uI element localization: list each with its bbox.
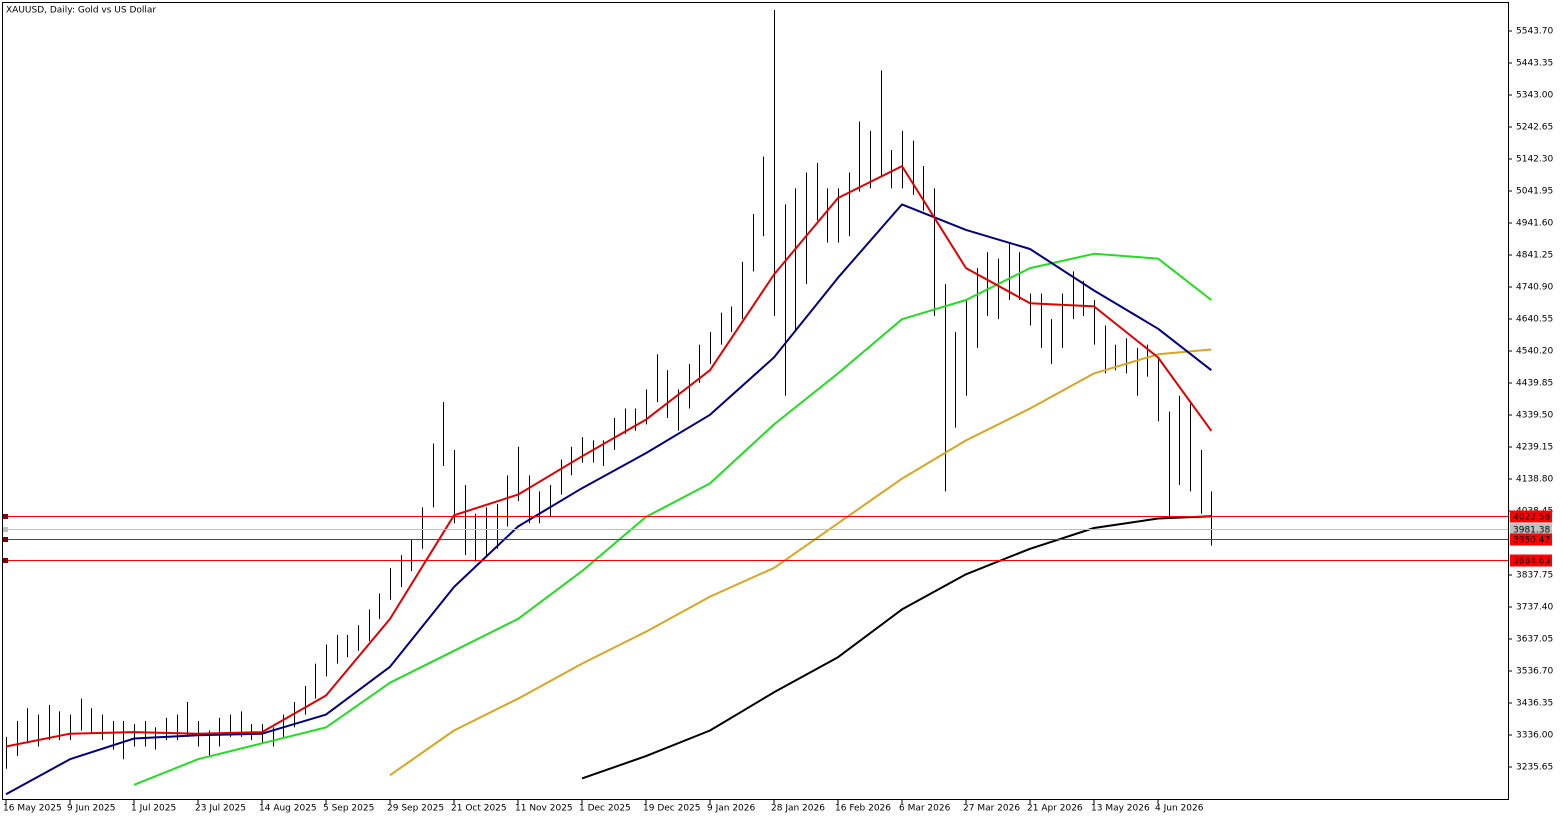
x-tick-label: 11 Nov 2025	[515, 804, 573, 814]
x-tick-label: 5 Sep 2025	[323, 804, 374, 814]
x-tick-label: 19 Dec 2025	[643, 804, 701, 814]
y-tick-label: 5242.65	[1516, 122, 1553, 132]
x-tick-label: 13 May 2026	[1091, 804, 1150, 814]
level-label: 3981.38	[1513, 526, 1550, 536]
x-tick-label: 23 Jul 2025	[195, 804, 246, 814]
x-tick-label: 28 Jan 2026	[771, 804, 825, 814]
y-tick-label: 5343.00	[1516, 90, 1553, 100]
level-label-box	[1510, 533, 1552, 546]
x-tick-label: 14 Aug 2025	[259, 804, 317, 814]
x-tick-label: 9 Jan 2026	[707, 804, 755, 814]
level-handle	[3, 537, 8, 542]
level-handle	[3, 514, 8, 519]
y-tick-label: 4439.85	[1516, 378, 1553, 388]
y-tick-label: 4138.80	[1516, 475, 1553, 485]
y-tick-label: 3536.70	[1516, 667, 1553, 677]
y-tick-label: 3436.35	[1516, 699, 1553, 709]
chart-title: XAUUSD, Daily: Gold vs US Dollar	[6, 6, 156, 16]
moving-average	[581, 515, 1212, 780]
level-label: 3884.63	[1513, 557, 1550, 567]
level-label: 3950.47	[1513, 536, 1550, 546]
level-label: 4022.58	[1513, 513, 1550, 523]
x-tick-label: 16 Feb 2026	[835, 804, 891, 814]
level-handle	[3, 558, 8, 563]
y-tick-label: 5443.35	[1516, 58, 1553, 68]
y-tick-label: 4941.60	[1516, 218, 1553, 228]
y-tick-label: 4540.20	[1516, 346, 1553, 356]
y-tick-label: 4239.15	[1516, 443, 1553, 453]
y-tick-label: 5142.30	[1516, 154, 1553, 164]
moving-average	[133, 252, 1212, 786]
x-tick-label: 1 Dec 2025	[579, 804, 631, 814]
x-tick-label: 29 Sep 2025	[387, 804, 444, 814]
x-tick-label: 27 Mar 2026	[963, 804, 1020, 814]
x-tick-label: 9 Jun 2025	[67, 804, 115, 814]
x-tick-label: 1 Jul 2025	[131, 804, 176, 814]
y-tick-label: 3737.40	[1516, 603, 1553, 613]
moving-average	[5, 165, 1213, 748]
y-tick-label: 4841.25	[1516, 250, 1553, 260]
x-tick-label: 4 Jun 2026	[1155, 804, 1204, 814]
plot-frame	[2, 2, 1509, 800]
level-label-box	[1510, 510, 1552, 523]
x-tick-label: 16 May 2025	[3, 804, 62, 814]
moving-average	[389, 348, 1212, 777]
y-tick-label: 3637.05	[1516, 635, 1553, 645]
x-tick-label: 21 Apr 2026	[1027, 804, 1083, 814]
y-tick-label: 4339.50	[1516, 410, 1553, 420]
level-label-box	[1510, 554, 1552, 567]
y-tick-label: 5041.95	[1516, 186, 1553, 196]
x-tick-label: 6 Mar 2026	[899, 804, 951, 814]
level-label-box	[1510, 523, 1552, 536]
y-tick-label: 3235.65	[1516, 763, 1553, 773]
x-tick-label: 21 Oct 2025	[451, 804, 507, 814]
y-tick-label: 4640.55	[1516, 314, 1553, 324]
moving-average	[5, 203, 1212, 796]
y-tick-label: 4740.90	[1516, 282, 1553, 292]
y-tick-label: 5543.70	[1516, 26, 1553, 36]
y-tick-label: 3837.75	[1516, 571, 1553, 581]
level-handle	[3, 527, 8, 532]
y-tick-label: 3336.00	[1516, 731, 1553, 741]
